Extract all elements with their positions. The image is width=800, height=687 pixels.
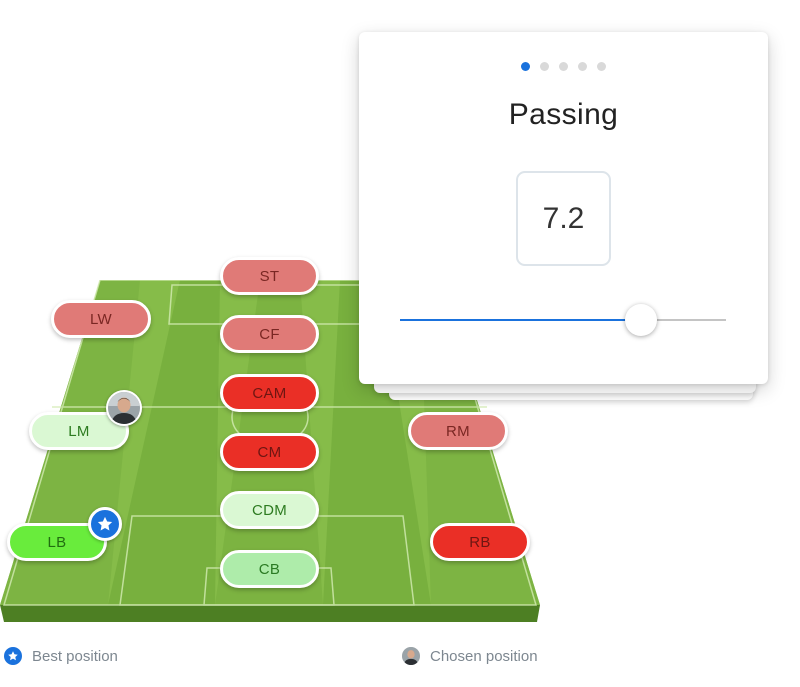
- slider-fill: [400, 319, 642, 321]
- attribute-slider[interactable]: [400, 304, 726, 336]
- best-position-badge: [88, 507, 122, 541]
- position-lw[interactable]: LW: [51, 300, 151, 338]
- player-avatar-icon: [402, 647, 420, 665]
- pagination-dots: [359, 62, 768, 71]
- legend-best: Best position: [4, 647, 118, 665]
- position-st[interactable]: ST: [220, 257, 319, 295]
- position-cb[interactable]: CB: [220, 550, 319, 588]
- attribute-card: Passing 7.2: [359, 32, 768, 384]
- star-icon: [97, 516, 113, 531]
- page-dot[interactable]: [578, 62, 587, 71]
- player-avatar-icon: [108, 392, 140, 424]
- slider-thumb[interactable]: [625, 304, 658, 336]
- page-dot[interactable]: [597, 62, 606, 71]
- position-rm[interactable]: RM: [408, 412, 508, 450]
- page-dot[interactable]: [559, 62, 568, 71]
- legend-best-label: Best position: [32, 647, 118, 665]
- page-dot[interactable]: [521, 62, 530, 71]
- attribute-title: Passing: [508, 98, 619, 131]
- position-cam[interactable]: CAM: [220, 374, 319, 412]
- page-dot[interactable]: [540, 62, 549, 71]
- star-icon: [4, 647, 22, 665]
- legend-chosen-label: Chosen position: [430, 647, 538, 665]
- attribute-value-box: 7.2: [516, 171, 611, 266]
- chosen-position-avatar: [106, 390, 142, 426]
- position-cf[interactable]: CF: [220, 315, 319, 353]
- attribute-value: 7.2: [542, 201, 585, 235]
- position-rb[interactable]: RB: [430, 523, 530, 561]
- position-cm[interactable]: CM: [220, 433, 319, 471]
- legend-chosen: Chosen position: [402, 647, 538, 665]
- position-cdm[interactable]: CDM: [220, 491, 319, 529]
